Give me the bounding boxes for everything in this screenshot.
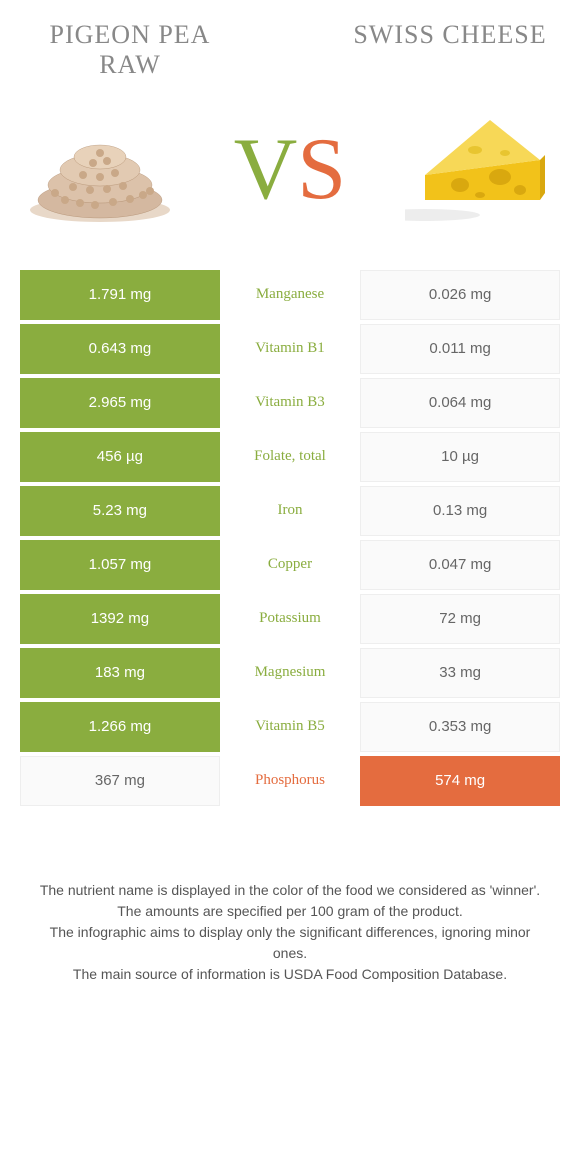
- nutrient-label: Vitamin B5: [220, 702, 360, 752]
- footer-line: The main source of information is USDA F…: [35, 964, 545, 985]
- nutrient-row: 1.791 mgManganese0.026 mg: [20, 270, 560, 324]
- nutrient-row: 183 mgMagnesium33 mg: [20, 648, 560, 702]
- header: Pigeon pea raw Swiss cheese: [0, 0, 580, 80]
- infographic-container: Pigeon pea raw Swiss cheese: [0, 0, 580, 1005]
- right-food-image: [400, 100, 560, 240]
- vs-s: S: [297, 121, 346, 218]
- left-value: 1.266 mg: [20, 702, 220, 752]
- nutrient-label: Phosphorus: [220, 756, 360, 806]
- vs-label: VS: [234, 119, 347, 220]
- nutrient-row: 1.266 mgVitamin B50.353 mg: [20, 702, 560, 756]
- left-value: 367 mg: [20, 756, 220, 806]
- right-value: 0.064 mg: [360, 378, 560, 428]
- nutrient-label: Potassium: [220, 594, 360, 644]
- nutrient-label: Iron: [220, 486, 360, 536]
- nutrient-row: 5.23 mgIron0.13 mg: [20, 486, 560, 540]
- right-value: 574 mg: [360, 756, 560, 806]
- nutrient-label: Copper: [220, 540, 360, 590]
- right-value: 33 mg: [360, 648, 560, 698]
- right-value: 0.353 mg: [360, 702, 560, 752]
- vs-v: V: [234, 121, 298, 218]
- left-value: 0.643 mg: [20, 324, 220, 374]
- pigeon-pea-icon: [25, 115, 175, 225]
- left-value: 1.791 mg: [20, 270, 220, 320]
- right-value: 0.047 mg: [360, 540, 560, 590]
- nutrient-row: 1392 mgPotassium72 mg: [20, 594, 560, 648]
- left-food-image: [20, 100, 180, 240]
- left-value: 1.057 mg: [20, 540, 220, 590]
- left-value: 456 µg: [20, 432, 220, 482]
- nutrient-row: 1.057 mgCopper0.047 mg: [20, 540, 560, 594]
- nutrient-row: 2.965 mgVitamin B30.064 mg: [20, 378, 560, 432]
- left-value: 2.965 mg: [20, 378, 220, 428]
- nutrient-label: Vitamin B3: [220, 378, 360, 428]
- right-value: 72 mg: [360, 594, 560, 644]
- footer-line: The infographic aims to display only the…: [35, 922, 545, 964]
- footer-line: The amounts are specified per 100 gram o…: [35, 901, 545, 922]
- footer-line: The nutrient name is displayed in the co…: [35, 880, 545, 901]
- hero-row: VS: [0, 80, 580, 270]
- nutrient-label: Magnesium: [220, 648, 360, 698]
- nutrient-table: 1.791 mgManganese0.026 mg0.643 mgVitamin…: [0, 270, 580, 810]
- left-value: 1392 mg: [20, 594, 220, 644]
- nutrient-row: 367 mgPhosphorus574 mg: [20, 756, 560, 810]
- left-value: 5.23 mg: [20, 486, 220, 536]
- right-value: 0.011 mg: [360, 324, 560, 374]
- nutrient-label: Folate, total: [220, 432, 360, 482]
- cheese-icon: [405, 105, 555, 235]
- right-value: 0.13 mg: [360, 486, 560, 536]
- right-value: 10 µg: [360, 432, 560, 482]
- footer-notes: The nutrient name is displayed in the co…: [0, 810, 580, 1005]
- left-value: 183 mg: [20, 648, 220, 698]
- right-value: 0.026 mg: [360, 270, 560, 320]
- left-food-title: Pigeon pea raw: [30, 20, 230, 80]
- nutrient-row: 0.643 mgVitamin B10.011 mg: [20, 324, 560, 378]
- nutrient-row: 456 µgFolate, total10 µg: [20, 432, 560, 486]
- nutrient-label: Vitamin B1: [220, 324, 360, 374]
- nutrient-label: Manganese: [220, 270, 360, 320]
- right-food-title: Swiss cheese: [350, 20, 550, 50]
